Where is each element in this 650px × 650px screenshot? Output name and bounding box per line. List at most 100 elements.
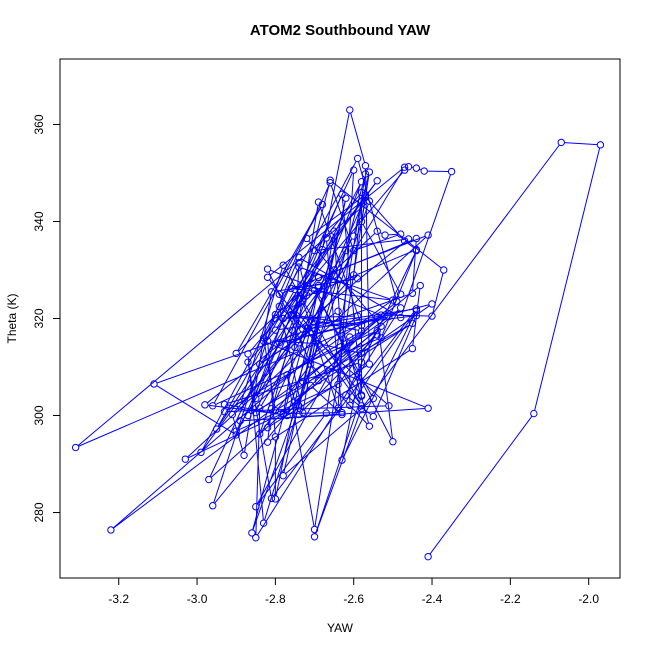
data-point: [357, 358, 366, 366]
data-point: [303, 234, 311, 243]
x-tick-label: -2.0: [578, 592, 599, 606]
series-segment: [292, 289, 317, 314]
series-segment: [213, 207, 322, 404]
series-segment: [534, 147, 601, 411]
series-points: [71, 106, 605, 561]
data-point: [259, 519, 268, 527]
data-point: [252, 502, 260, 511]
x-tick-label: -2.8: [265, 592, 286, 606]
data-point: [334, 275, 342, 284]
series-segment: [275, 290, 319, 496]
series-segment: [244, 294, 272, 453]
x-axis-label: YAW: [327, 621, 354, 635]
x-tick-label: -2.2: [500, 592, 521, 606]
data-point: [252, 534, 260, 542]
series-segment: [238, 385, 336, 431]
data-point: [232, 431, 240, 439]
data-point: [291, 305, 299, 313]
data-point: [447, 167, 456, 176]
data-point: [353, 154, 362, 163]
data-point: [357, 349, 366, 358]
data-point: [275, 339, 284, 347]
series-segment: [304, 287, 419, 380]
data-point: [369, 394, 377, 403]
series-segment: [363, 194, 403, 239]
data-point: [263, 265, 272, 273]
series-segment: [263, 340, 276, 408]
data-point: [342, 246, 350, 255]
data-point: [408, 319, 417, 328]
series-segment: [257, 415, 325, 505]
series-segment: [294, 278, 355, 289]
data-point: [228, 410, 237, 419]
data-point: [295, 259, 303, 267]
series-segment: [406, 242, 415, 249]
series-segment: [315, 411, 361, 534]
series-segment: [300, 336, 376, 413]
series-segment: [337, 173, 354, 406]
data-point: [306, 381, 315, 390]
series-segment: [207, 240, 407, 404]
series-segment: [268, 271, 318, 378]
series-segment: [237, 207, 322, 351]
series-segment: [287, 377, 315, 527]
series-segment: [338, 314, 370, 424]
x-tick-label: -2.4: [422, 592, 443, 606]
series-segment: [226, 332, 360, 411]
series-segment: [260, 169, 404, 406]
series-segment: [267, 343, 276, 434]
data-point: [318, 291, 327, 299]
data-point: [295, 253, 303, 262]
data-point: [283, 371, 291, 379]
data-point: [381, 231, 389, 239]
data-point: [271, 310, 280, 319]
data-point: [232, 349, 240, 358]
data-point: [209, 502, 217, 510]
data-point: [263, 438, 272, 446]
data-point: [314, 281, 323, 290]
series-line: [77, 112, 601, 555]
data-point: [396, 313, 405, 322]
series-segment: [429, 415, 533, 555]
data-point: [197, 448, 205, 457]
data-point: [201, 401, 209, 409]
series-segment: [351, 313, 415, 403]
data-point: [338, 410, 346, 419]
series-segment: [319, 204, 361, 323]
data-point: [295, 263, 303, 271]
data-point: [365, 168, 374, 176]
data-point: [220, 407, 229, 416]
series-segment: [156, 385, 234, 434]
data-point: [271, 406, 280, 415]
series-segment: [215, 331, 375, 405]
data-point: [244, 358, 252, 366]
data-point: [350, 271, 358, 279]
series-segment: [208, 404, 281, 415]
data-point: [310, 533, 319, 541]
series-segment: [287, 377, 299, 412]
series-segment: [202, 272, 333, 451]
data-point: [275, 302, 284, 311]
data-point: [256, 404, 264, 412]
data-point: [412, 164, 421, 172]
series-segment: [227, 405, 386, 413]
series-segment: [381, 253, 416, 336]
series-segment: [341, 197, 362, 393]
data-point: [342, 194, 350, 202]
data-point: [346, 401, 354, 410]
series-segment: [286, 412, 339, 415]
data-point: [420, 167, 428, 175]
data-point: [279, 314, 287, 323]
data-point: [396, 230, 405, 238]
data-point: [408, 289, 417, 297]
series-segment: [294, 315, 359, 331]
series-segment: [250, 324, 410, 415]
series-segment: [243, 414, 339, 422]
data-point: [404, 162, 413, 171]
data-point: [357, 321, 366, 329]
data-point: [283, 411, 291, 420]
series-segment: [256, 240, 326, 410]
series-segment: [281, 308, 387, 405]
series-segment: [342, 313, 416, 458]
data-point: [306, 360, 315, 368]
